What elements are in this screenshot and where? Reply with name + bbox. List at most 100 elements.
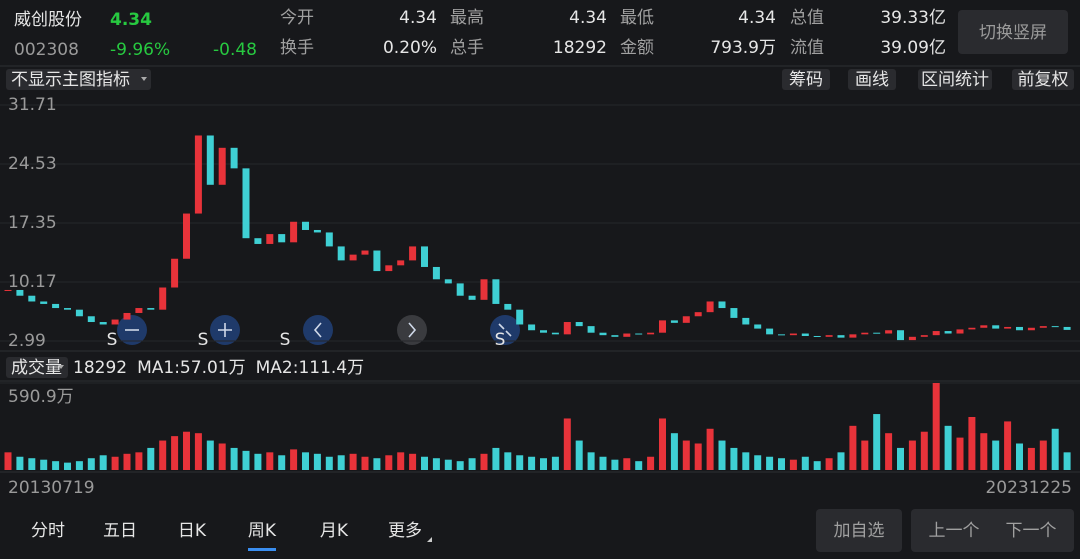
volume-bar — [135, 452, 143, 470]
tab[interactable]: 五日 — [103, 521, 137, 541]
nav-buttons — [117, 315, 520, 345]
candle — [563, 322, 571, 335]
candle — [432, 266, 440, 280]
stat-value: 18292 — [553, 38, 607, 58]
candle — [373, 250, 381, 272]
orientation-label: 切换竖屏 — [979, 23, 1047, 43]
volume-bar — [206, 440, 214, 470]
candle — [40, 301, 48, 304]
stat-value: 4.34 — [569, 8, 607, 28]
candle — [290, 221, 298, 243]
volume-bar — [932, 383, 940, 470]
candle — [266, 234, 274, 244]
volume-bar — [16, 456, 24, 470]
candle — [242, 168, 250, 239]
candle — [313, 229, 321, 233]
orientation-button[interactable] — [958, 10, 1068, 54]
candle — [361, 250, 369, 255]
candle — [349, 254, 357, 261]
volume-bar — [528, 456, 536, 470]
change-pct: -9.96% — [110, 40, 170, 60]
candle — [540, 330, 547, 333]
indicator-menu[interactable] — [6, 69, 151, 90]
volume-bar — [849, 425, 857, 470]
volume-bar — [1004, 421, 1012, 470]
icon — [498, 323, 512, 337]
action-button[interactable] — [988, 509, 1074, 552]
stat-value: 39.09亿 — [880, 38, 946, 58]
candle — [1016, 326, 1023, 331]
volume-bar — [659, 418, 666, 470]
candle — [159, 287, 167, 310]
volume-bar — [147, 447, 155, 470]
volume-bar — [361, 456, 369, 470]
candle — [861, 332, 869, 335]
volume-bar — [444, 459, 452, 470]
candle — [325, 232, 333, 247]
candle — [551, 332, 559, 335]
x-tick-label: 20130719 — [8, 478, 95, 498]
volume-bar — [123, 453, 131, 470]
volume-bar — [159, 440, 167, 470]
volume-bar — [1039, 440, 1047, 470]
volume-bar — [920, 431, 928, 470]
scroll-left[interactable] — [303, 315, 333, 345]
candle — [4, 289, 12, 291]
volume-bar — [99, 455, 107, 470]
toolbar-button[interactable] — [848, 69, 896, 90]
candle — [135, 308, 143, 313]
toolbar-button-label: 画线 — [855, 70, 889, 90]
tab[interactable]: 周K — [248, 521, 277, 541]
volume-menu[interactable] — [6, 357, 68, 378]
volume-title: 成交量 — [11, 358, 62, 378]
candle — [444, 279, 452, 284]
toolbar-button[interactable] — [918, 69, 992, 90]
candle — [16, 289, 24, 296]
tab[interactable]: 月K — [320, 521, 349, 541]
candle — [1027, 327, 1035, 331]
candle — [218, 147, 226, 185]
candle — [147, 308, 155, 310]
toolbar-button-label: 前复权 — [1018, 70, 1069, 90]
volume-bar — [183, 431, 190, 470]
candle — [623, 333, 631, 337]
candle — [397, 260, 405, 266]
volume-bar — [540, 458, 547, 470]
volume-bar — [409, 453, 417, 470]
volume-bar — [1016, 443, 1023, 470]
tab-underline — [248, 548, 276, 551]
volume-bar — [742, 452, 750, 470]
action-button[interactable] — [911, 509, 997, 552]
candle — [206, 135, 214, 185]
candle — [492, 279, 500, 304]
candle — [908, 336, 916, 341]
candle — [516, 309, 524, 325]
reset-zoom[interactable] — [490, 315, 520, 345]
candle — [706, 301, 714, 313]
stat-label: 换手 — [280, 38, 314, 58]
volume-bar — [670, 433, 678, 470]
volume-bar — [64, 462, 71, 470]
candle — [611, 335, 619, 337]
tab[interactable]: 日K — [178, 521, 207, 541]
toolbar-button[interactable] — [782, 69, 830, 90]
volume-bar — [40, 459, 48, 470]
volume-bar — [480, 453, 488, 470]
volume-legend: 18292 — [73, 358, 127, 378]
scroll-right[interactable] — [397, 315, 427, 345]
action-button[interactable] — [816, 509, 902, 552]
action-label: 加自选 — [834, 521, 885, 541]
tab[interactable]: 更多 — [388, 521, 422, 541]
tab[interactable]: 分时 — [31, 521, 65, 541]
candle — [504, 303, 512, 310]
candle — [1051, 326, 1059, 328]
x-tick-label: 20231225 — [985, 478, 1072, 498]
volume-bar — [813, 461, 821, 470]
volume-bar — [885, 433, 893, 470]
candle — [337, 246, 345, 261]
volume-bar — [4, 452, 12, 470]
candle — [468, 295, 476, 300]
candle — [183, 213, 190, 259]
toolbar-button[interactable] — [1012, 69, 1074, 90]
candle — [766, 328, 774, 335]
